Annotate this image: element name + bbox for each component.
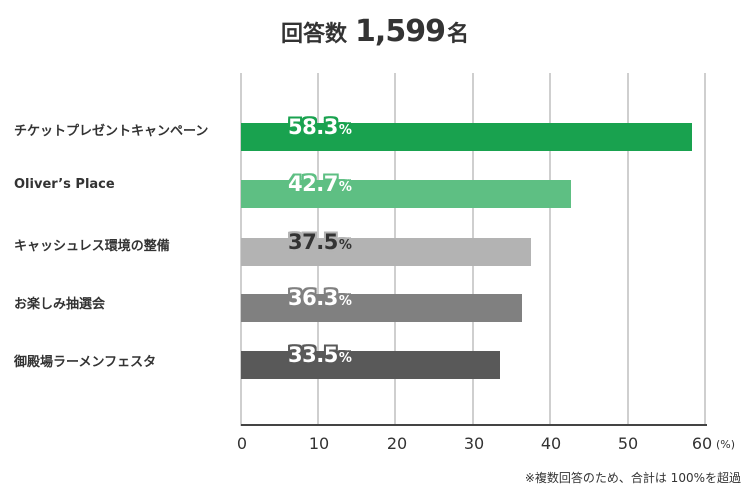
x-tick: 50 xyxy=(617,434,639,453)
bar-value-label: 42.7% xyxy=(288,172,352,196)
bar: 42.7% xyxy=(241,172,572,208)
gridline xyxy=(549,73,551,426)
bar-value-label: 58.3% xyxy=(288,115,352,139)
plot-area: 58.3% 42.7% 37.5% 36.3% 33.5% xyxy=(240,73,707,426)
bar-value-label: 33.5% xyxy=(288,343,352,367)
x-axis-line xyxy=(241,424,707,426)
x-tick: 40 xyxy=(540,434,562,453)
footnote: ※複数回答のため、合計は 100%を超過 xyxy=(524,471,741,485)
category-label: チケットプレゼントキャンペーン xyxy=(14,124,209,139)
x-axis-unit: (%) xyxy=(716,438,736,451)
x-tick: 20 xyxy=(386,434,408,453)
bar-value-label: 36.3% xyxy=(288,286,352,310)
bar: 33.5% xyxy=(241,343,501,379)
bar: 58.3% xyxy=(241,115,692,151)
bar: 37.5% xyxy=(241,230,531,266)
category-label: 御殿場ラーメンフェスタ xyxy=(14,355,157,370)
category-label: お楽しみ抽選会 xyxy=(14,297,106,312)
x-tick: 30 xyxy=(463,434,485,453)
bar: 36.3% xyxy=(241,286,522,322)
gridline xyxy=(627,73,629,426)
bar-value-label: 37.5% xyxy=(288,230,352,254)
chart-title: 回答数 1,599名 xyxy=(0,14,750,49)
x-tick: 60 xyxy=(691,434,713,453)
category-label: Oliver’s Place xyxy=(14,177,115,192)
title-label: 回答数 xyxy=(281,22,348,47)
gridline xyxy=(704,73,706,426)
respondent-count: 1,599 xyxy=(355,14,446,49)
title-unit: 名 xyxy=(446,22,469,47)
category-label: キャッシュレス環境の整備 xyxy=(14,239,170,254)
x-tick: 10 xyxy=(308,434,330,453)
x-tick: 0 xyxy=(236,434,248,453)
